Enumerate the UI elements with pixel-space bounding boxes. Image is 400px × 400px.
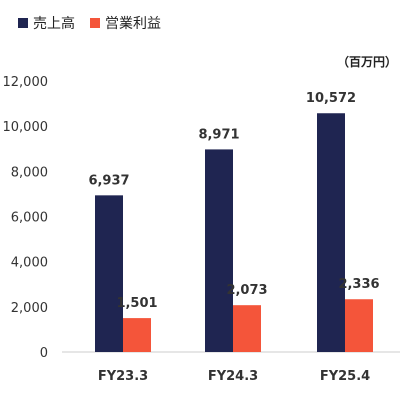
data-label: 6,937 <box>88 173 129 188</box>
y-tick-label: 8,000 <box>11 165 48 180</box>
data-label: 8,971 <box>198 127 239 142</box>
x-tick-label: FY24.3 <box>208 369 258 384</box>
y-tick-label: 4,000 <box>11 256 48 271</box>
bar <box>205 149 233 352</box>
legend-label-sales: 売上高 <box>33 15 75 32</box>
y-tick-label: 2,000 <box>11 301 48 316</box>
bar <box>317 113 345 353</box>
y-tick-label: 10,000 <box>3 120 49 135</box>
y-tick-label: 0 <box>40 346 48 361</box>
bars: 6,937 8,971 10,572 1,501 2,073 2,336 <box>88 91 380 353</box>
x-tick-label: FY23.3 <box>98 369 148 384</box>
data-label: 2,073 <box>226 283 267 298</box>
bar <box>95 195 123 352</box>
legend-label-operating-profit: 営業利益 <box>105 16 161 32</box>
bar <box>123 318 151 352</box>
legend: 売上高 営業利益 <box>18 15 161 32</box>
x-tick-label: FY25.4 <box>320 369 370 384</box>
data-label: 10,572 <box>306 91 356 106</box>
y-tick-label: 12,000 <box>3 75 49 90</box>
y-axis: 0 2,000 4,000 6,000 8,000 10,000 12,000 <box>3 75 49 361</box>
y-tick-label: 6,000 <box>11 211 48 226</box>
bar <box>345 299 373 352</box>
legend-swatch-operating-profit <box>90 18 100 28</box>
x-axis: FY23.3 FY24.3 FY25.4 <box>98 369 370 384</box>
data-label: 2,336 <box>338 277 379 292</box>
legend-swatch-sales <box>18 18 28 28</box>
unit-note: （百万円） <box>337 54 397 69</box>
data-label: 1,501 <box>116 296 157 311</box>
bar <box>233 305 261 352</box>
